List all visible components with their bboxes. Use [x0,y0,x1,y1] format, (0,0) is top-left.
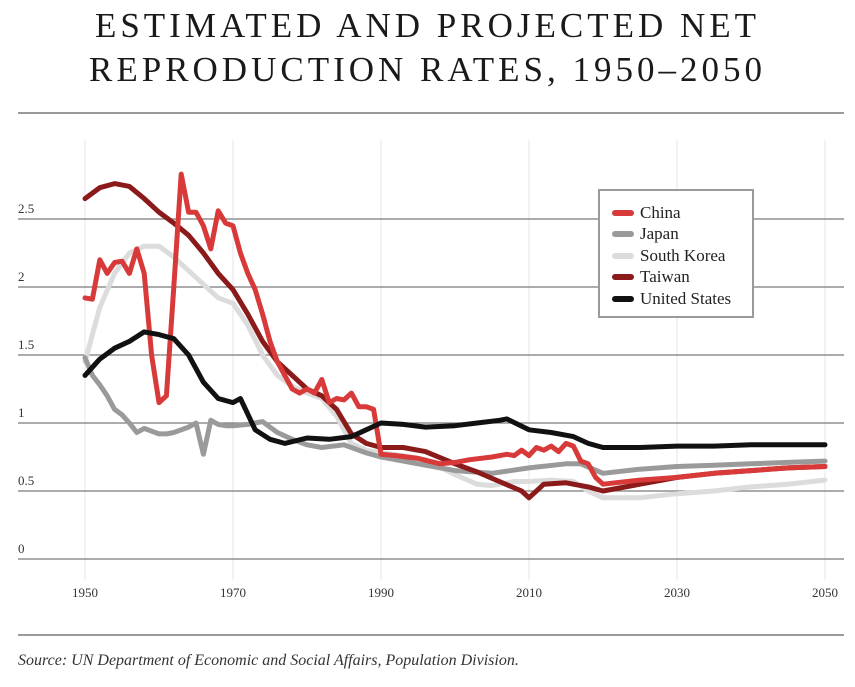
y-tick-label: 2 [18,269,25,284]
bottom-divider [18,634,844,636]
y-tick-label: 1 [18,405,25,420]
y-tick-label: 2.5 [18,201,34,216]
legend-label: Taiwan [640,267,690,287]
legend-label: China [640,202,681,222]
x-tick-label: 2010 [516,585,542,600]
legend-swatch [612,252,634,259]
legend-label: South Korea [640,245,726,265]
series-lines [82,171,828,501]
legend-swatch [612,295,634,302]
legend-item-south-korea: South Korea [612,245,752,267]
series-line-japan [82,355,828,476]
legend: China Japan South Korea Taiwan United States [598,189,754,318]
series-line-united-states [82,329,828,450]
legend-label: United States [640,288,732,308]
chart-title: ESTIMATED AND PROJECTED NET REPRODUCTION… [0,4,855,92]
legend-item-china: China [612,202,752,224]
legend-item-taiwan: Taiwan [612,267,752,289]
legend-swatch [612,231,634,238]
legend-item-japan: Japan [612,224,752,246]
y-tick-label: 0.5 [18,473,34,488]
x-tick-label: 1950 [72,585,98,600]
chart-title-line-2: REPRODUCTION RATES, 1950–2050 [88,50,766,89]
series-line-china [82,171,828,487]
legend-swatch [612,209,634,216]
legend-label: Japan [640,224,679,244]
chart-title-line-1: ESTIMATED AND PROJECTED NET [94,6,761,45]
x-tick-label: 1970 [220,585,246,600]
x-tick-label: 2030 [664,585,690,600]
y-tick-label: 0 [18,541,25,556]
x-tick-label: 2050 [812,585,838,600]
tick-labels: 1950 1970 1990 2010 2030 2050 0 0.5 1 1.5 2 2.5 [18,201,838,600]
legend-item-united-states: United States [612,288,752,310]
top-divider [18,112,844,114]
source-note: Source: UN Department of Economic and So… [18,652,519,669]
legend-swatch [612,274,634,281]
y-tick-label: 1.5 [18,337,34,352]
x-tick-label: 1990 [368,585,394,600]
